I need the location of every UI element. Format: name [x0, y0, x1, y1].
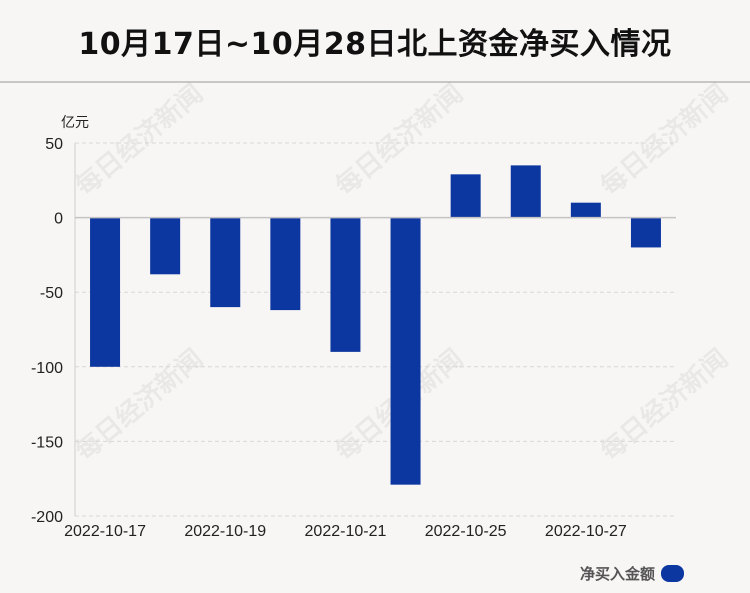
y-tick-label: -150: [31, 434, 63, 451]
bar: [210, 217, 241, 308]
bar: [90, 217, 121, 367]
bar: [330, 217, 361, 352]
bar: [570, 202, 601, 218]
bar: [390, 217, 421, 485]
x-tick-label: 2022-10-17: [64, 523, 146, 540]
bar: [150, 217, 181, 275]
y-unit-label: 亿元: [61, 115, 89, 131]
x-tick-label: 2022-10-27: [545, 523, 627, 540]
y-tick-label: -50: [40, 285, 63, 302]
legend: 净买入金额: [580, 563, 684, 584]
legend-swatch: [661, 565, 684, 582]
bar: [510, 165, 541, 218]
x-tick-label: 2022-10-19: [184, 523, 266, 540]
x-tick-label: 2022-10-21: [305, 523, 387, 540]
y-tick-label: -100: [31, 360, 63, 377]
chart-title: 10月17日~10月28日北上资金净买入情况: [78, 26, 672, 62]
y-tick-label: -200: [31, 509, 63, 526]
y-tick-label: 50: [45, 136, 63, 153]
bar: [450, 174, 481, 218]
bar: [630, 217, 661, 248]
legend-label: 净买入金额: [579, 565, 655, 583]
y-tick-label: 0: [54, 211, 63, 228]
chart-header: 10月17日~10月28日北上资金净买入情况: [0, 0, 750, 83]
bar: [270, 217, 301, 311]
x-tick-label: 2022-10-25: [425, 523, 507, 540]
